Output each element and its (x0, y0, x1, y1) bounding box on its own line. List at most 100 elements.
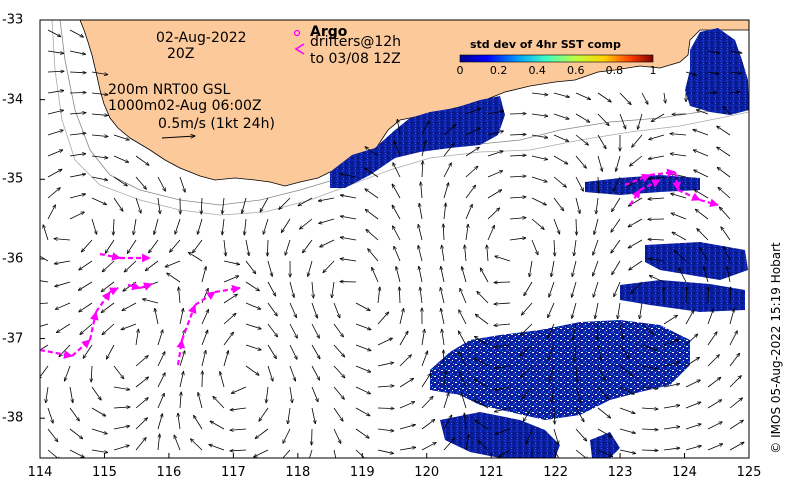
current-vector (531, 113, 548, 116)
current-vector (520, 344, 533, 356)
current-vector (729, 92, 740, 93)
current-vector (102, 323, 115, 335)
current-vector (663, 384, 680, 388)
current-vector (574, 239, 577, 256)
current-vector (365, 147, 379, 157)
current-vector (399, 425, 415, 430)
current-vector (442, 245, 445, 262)
current-vector (572, 302, 577, 318)
drifter-track-segment (194, 291, 216, 306)
current-vector (230, 429, 247, 430)
current-vector (91, 114, 108, 115)
current-vector (694, 170, 709, 178)
current-vector (47, 169, 62, 178)
current-vector (487, 151, 503, 157)
current-vector (311, 344, 320, 359)
current-vector (167, 273, 181, 283)
current-vector (521, 365, 533, 377)
current-vector (113, 176, 127, 186)
current-vector (135, 176, 146, 189)
drifter-track-segment (699, 198, 719, 208)
current-vector (631, 281, 643, 293)
current-vector (47, 407, 53, 423)
x-tick-label: 119 (349, 465, 375, 480)
current-vector (223, 313, 236, 325)
current-vector (707, 309, 713, 325)
current-vector (91, 365, 92, 382)
current-vector (597, 407, 611, 418)
current-vector (142, 299, 159, 304)
current-vector (178, 413, 181, 430)
current-vector (91, 93, 108, 95)
current-vector (649, 134, 665, 140)
current-vector (531, 239, 538, 255)
current-vector (474, 400, 489, 409)
current-vector (102, 260, 115, 272)
current-vector (597, 365, 605, 380)
current-vector (135, 155, 149, 165)
current-vector (47, 188, 60, 199)
current-vector (547, 323, 555, 339)
current-vector (553, 92, 569, 97)
current-vector (43, 225, 49, 241)
current-vector (554, 407, 555, 424)
current-vector (399, 287, 400, 304)
current-vector (575, 428, 587, 441)
current-vector (553, 218, 560, 234)
current-vector (707, 72, 719, 74)
current-vector (553, 449, 560, 458)
current-vector (593, 281, 599, 297)
current-vector (442, 329, 445, 346)
current-vector (289, 323, 297, 338)
current-vector (548, 344, 555, 360)
current-vector (619, 407, 635, 413)
drifter-tracks (40, 168, 719, 366)
current-vector (613, 176, 621, 191)
current-vector (523, 407, 533, 421)
x-tick-label: 121 (478, 465, 504, 480)
current-vector (509, 176, 526, 177)
current-vector (596, 197, 599, 214)
current-vector (671, 194, 687, 199)
current-vector (443, 163, 451, 178)
current-vector (494, 324, 511, 326)
current-vector (553, 113, 569, 119)
current-vector (487, 245, 488, 262)
current-vector (464, 413, 466, 430)
current-vector (223, 351, 228, 367)
current-vector (223, 276, 239, 283)
current-vector (113, 197, 123, 211)
current-vector (300, 218, 313, 229)
current-vector (81, 239, 93, 252)
current-vector (157, 373, 165, 388)
current-vector (365, 209, 379, 220)
x-tick-label: 117 (220, 465, 246, 480)
current-vector (619, 92, 631, 105)
current-vector (282, 449, 291, 458)
current-vector (421, 121, 429, 136)
current-vector (459, 310, 467, 325)
current-vector (393, 163, 401, 178)
drifter-symbol (294, 43, 305, 55)
current-vector (465, 224, 468, 241)
current-vector (113, 134, 129, 140)
current-vector (210, 421, 225, 430)
current-vector (47, 71, 64, 72)
current-vector (220, 372, 225, 388)
current-vector (260, 197, 269, 212)
current-vector (157, 352, 165, 367)
current-vector (699, 247, 709, 262)
current-vector (443, 224, 444, 241)
sst-patch-south-right (590, 432, 620, 458)
current-vector (597, 428, 612, 437)
current-vector (465, 108, 481, 115)
scale-label: 0.5m/s (1kt 24h) (158, 116, 275, 132)
bathymetry-1000m (51, 20, 749, 216)
current-vector (729, 72, 741, 74)
current-vector (685, 310, 694, 325)
drifter-track-segment (672, 171, 682, 191)
argo-symbol (293, 29, 301, 37)
current-vector (421, 182, 422, 199)
x-tick-label: 115 (92, 465, 117, 480)
x-tick-label: 125 (736, 465, 762, 480)
